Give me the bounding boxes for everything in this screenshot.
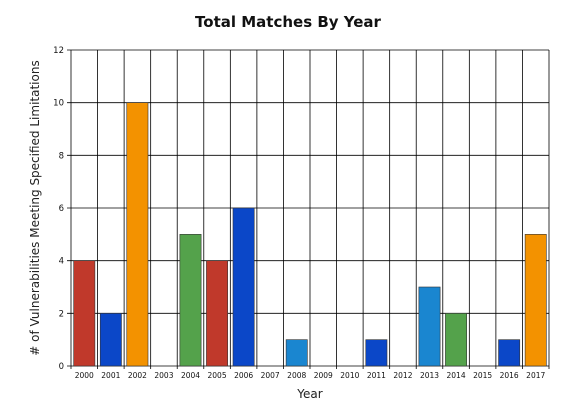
y-tick-label: 4 xyxy=(59,257,64,267)
bar-2006 xyxy=(232,207,255,367)
x-tick-label: 2017 xyxy=(526,371,545,380)
y-tick-label: 2 xyxy=(59,309,64,319)
bar-2005 xyxy=(206,260,228,367)
x-tick-label: 2011 xyxy=(367,371,386,380)
y-tick-label: 6 xyxy=(59,204,64,214)
bar-2004 xyxy=(179,234,202,367)
bar-2002 xyxy=(126,102,149,367)
bars xyxy=(73,102,547,367)
x-tick-label: 2016 xyxy=(500,371,519,380)
bar-2000 xyxy=(73,260,96,367)
x-tick-labels: 2000 2001 2002 2003 2004 2005 2006 2007 2008 2009… xyxy=(75,371,546,380)
chart-title: Total Matches By Year xyxy=(195,13,382,31)
x-tick-label: 2003 xyxy=(154,371,173,380)
x-tick-label: 2001 xyxy=(101,371,120,380)
x-tick-label: 2004 xyxy=(181,371,200,380)
x-tick-label: 2006 xyxy=(234,371,253,380)
bar-2014 xyxy=(445,313,467,367)
y-tick-label: 12 xyxy=(53,46,64,56)
y-tick-label: 0 xyxy=(59,362,64,372)
bar-2011 xyxy=(365,339,388,367)
x-axis-label: Year xyxy=(296,387,322,401)
bar-2013 xyxy=(418,286,441,367)
x-tick-label: 2012 xyxy=(393,371,412,380)
x-tick-label: 2010 xyxy=(340,371,359,380)
y-tick-label: 10 xyxy=(53,99,64,109)
x-tick-label: 2007 xyxy=(261,371,280,380)
x-tick-label: 2014 xyxy=(447,371,466,380)
bar-2008 xyxy=(285,339,308,367)
x-tick-label: 2000 xyxy=(75,371,94,380)
x-tick-label: 2015 xyxy=(473,371,492,380)
bar-2016 xyxy=(498,339,521,367)
y-tick-labels: 0 2 4 6 8 10 12 xyxy=(53,46,64,372)
bar-2001 xyxy=(99,313,122,367)
y-axis-label: # of Vulnerabilities Meeting Specified L… xyxy=(28,60,42,355)
x-tick-label: 2009 xyxy=(314,371,333,380)
x-tick-label: 2005 xyxy=(208,371,227,380)
bar-2017 xyxy=(524,234,547,367)
x-tick-label: 2013 xyxy=(420,371,439,380)
x-tick-label: 2002 xyxy=(128,371,147,380)
x-tick-label: 2008 xyxy=(287,371,306,380)
y-tick-label: 8 xyxy=(59,151,64,161)
